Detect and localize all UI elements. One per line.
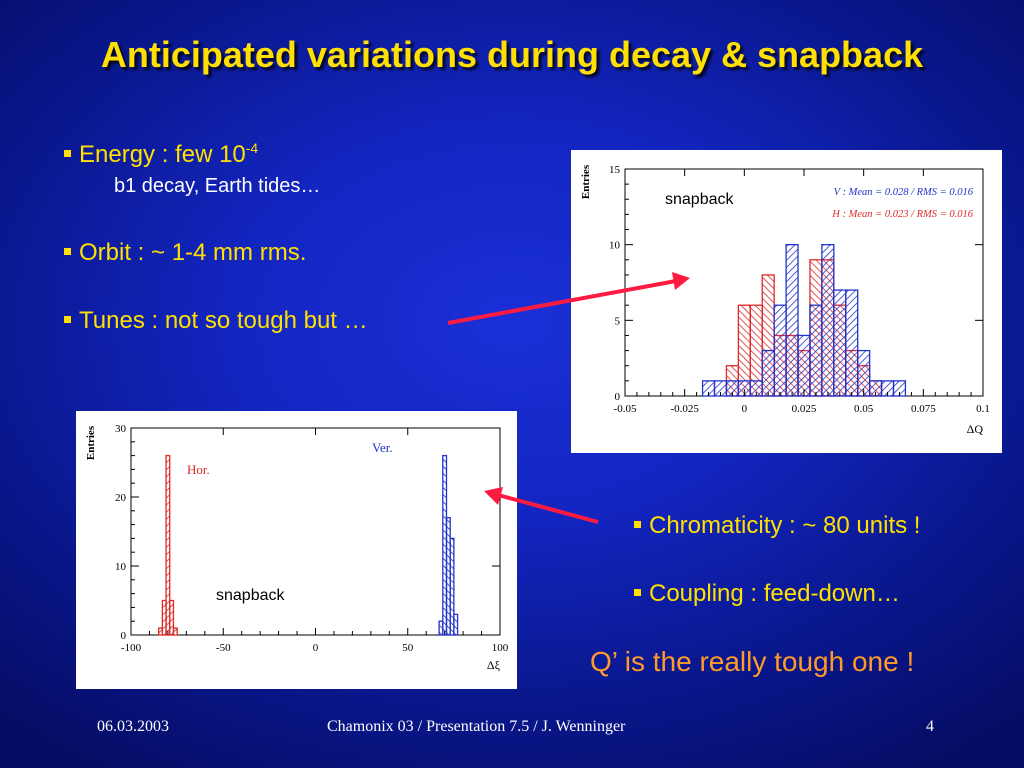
- histogram-bar-v: [821, 244, 835, 397]
- y-tick-label: 15: [609, 164, 621, 176]
- x-axis-title: ΔQ: [967, 422, 984, 436]
- bullet-orbit: Orbit : ~ 1-4 mm rms.: [64, 239, 306, 267]
- y-axis-title: Entries: [580, 164, 592, 199]
- x-tick-label: 100: [492, 642, 509, 654]
- bullet-orbit-label: Orbit : ~ 1-4 mm rms.: [79, 239, 307, 266]
- y-axis-title: Entries: [85, 425, 97, 460]
- slide-title: Anticipated variations during decay & sn…: [100, 34, 924, 75]
- tough-statement: Q’ is the really tough one !: [590, 646, 915, 677]
- y-tick-label: 10: [609, 240, 621, 252]
- snapback-label: snapback: [216, 587, 285, 604]
- histogram-bar-v: [809, 304, 823, 397]
- legend-entry-h: H : Mean = 0.023 / RMS = 0.016: [831, 209, 973, 220]
- bullet-energy-exponent: -4: [245, 140, 259, 156]
- legend-entry-v: V : Mean = 0.028 / RMS = 0.016: [834, 187, 974, 198]
- series-label-ver: Ver.: [372, 440, 393, 455]
- bullet-energy-sub: b1 decay, Earth tides…: [114, 175, 321, 197]
- x-tick-label: 0.075: [911, 403, 936, 415]
- x-tick-label: -50: [216, 642, 231, 654]
- bullet-chromaticity: Chromaticity : ~ 80 units !: [634, 512, 920, 540]
- bullet-energy: Energy : few 10-4: [64, 140, 258, 169]
- x-tick-label: 0: [313, 642, 319, 654]
- series-label-hor: Hor.: [187, 462, 210, 477]
- chromaticity-histogram: -100 -50 0 50 100 0 10 20 30 Entries Δξ snapback Hor…: [85, 423, 509, 672]
- x-tick-label: 0: [742, 403, 748, 415]
- histogram-bar-hor: [172, 627, 178, 636]
- bullet-square-icon: [634, 589, 641, 596]
- bullet-energy-label: Energy : few 10: [79, 141, 246, 168]
- histogram-bar-v: [833, 289, 847, 397]
- y-tick-label: 30: [115, 423, 127, 435]
- y-tick-label: 10: [115, 561, 127, 573]
- histogram-bar-v: [785, 244, 799, 397]
- chart-chroma-panel: -100 -50 0 50 100 0 10 20 30 Entries Δξ snapback Hor…: [76, 411, 517, 689]
- snapback-label: snapback: [665, 191, 734, 208]
- bullet-square-icon: [634, 521, 641, 528]
- bullet-tunes: Tunes : not so tough but …: [64, 307, 368, 335]
- x-axis-title: Δξ: [487, 658, 501, 672]
- x-tick-label: 0.05: [854, 403, 874, 415]
- footer-center: Chamonix 03 / Presentation 7.5 / J. Wenn…: [327, 718, 626, 735]
- bullet-tunes-label: Tunes : not so tough but …: [79, 307, 368, 334]
- histogram-bar-ver: [453, 613, 459, 636]
- bullet-coupling: Coupling : feed-down…: [634, 580, 900, 608]
- y-tick-label: 5: [615, 315, 621, 327]
- bullet-chromaticity-label: Chromaticity : ~ 80 units !: [649, 512, 921, 539]
- x-tick-label: 0.1: [976, 403, 990, 415]
- bullet-square-icon: [64, 150, 71, 157]
- x-tick-label: -100: [121, 642, 142, 654]
- histogram-bar-v: [845, 289, 859, 397]
- histogram-bar-v: [797, 334, 811, 397]
- histogram-bar-hor: [169, 599, 175, 636]
- x-tick-label: -0.025: [670, 403, 699, 415]
- footer-date: 06.03.2003: [97, 718, 169, 735]
- y-tick-label: 20: [115, 492, 127, 504]
- bullet-coupling-label: Coupling : feed-down…: [649, 580, 900, 607]
- chart-tune-panel: -0.05 -0.025 0 0.025 0.05 0.075 0.1 0 5 10 15 Entri…: [571, 150, 1002, 453]
- bullet-square-icon: [64, 316, 71, 323]
- x-tick-label: 50: [402, 642, 414, 654]
- histogram-bar-ver: [449, 537, 455, 636]
- histogram-bar-v: [773, 304, 787, 397]
- histogram-bar-v: [761, 349, 775, 397]
- y-tick-label: 0: [615, 391, 621, 403]
- footer-page: 4: [926, 718, 934, 735]
- x-tick-label: -0.05: [614, 403, 637, 415]
- tune-histogram: -0.05 -0.025 0 0.025 0.05 0.075 0.1 0 5 10 15 Entri…: [580, 164, 990, 436]
- x-tick-label: 0.025: [792, 403, 817, 415]
- y-tick-label: 0: [121, 630, 127, 642]
- bullet-square-icon: [64, 248, 71, 255]
